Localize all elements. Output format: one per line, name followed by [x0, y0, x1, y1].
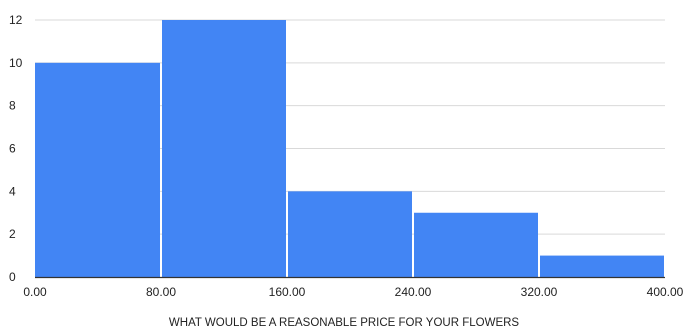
x-tick-label: 80.00 — [146, 285, 176, 299]
y-tick-label: 8 — [9, 99, 16, 113]
x-tick-label: 400.00 — [647, 285, 684, 299]
y-tick-label: 12 — [9, 13, 23, 27]
y-tick-label: 6 — [9, 142, 16, 156]
y-tick-label: 10 — [9, 56, 23, 70]
x-tick-label: 320.00 — [521, 285, 558, 299]
x-tick-label: 0.00 — [23, 285, 47, 299]
histogram-bar — [162, 20, 286, 277]
histogram-bar — [414, 212, 538, 277]
x-tick-label: 160.00 — [269, 285, 306, 299]
x-tick-label: 240.00 — [395, 285, 432, 299]
histogram-bar — [288, 191, 412, 277]
x-axis-title: WHAT WOULD BE A REASONABLE PRICE FOR YOU… — [169, 317, 520, 329]
y-tick-label: 0 — [9, 270, 16, 284]
y-tick-label: 2 — [9, 227, 16, 241]
histogram-bar — [35, 62, 160, 278]
y-tick-label: 4 — [9, 184, 16, 198]
histogram-bar — [540, 255, 664, 277]
x-axis-tick-labels: 0.00 80.00 160.00 240.00 320.00 400.00 — [23, 285, 683, 299]
y-axis-tick-labels: 0 2 4 6 8 10 12 — [9, 13, 23, 284]
histogram-bars — [35, 20, 664, 278]
